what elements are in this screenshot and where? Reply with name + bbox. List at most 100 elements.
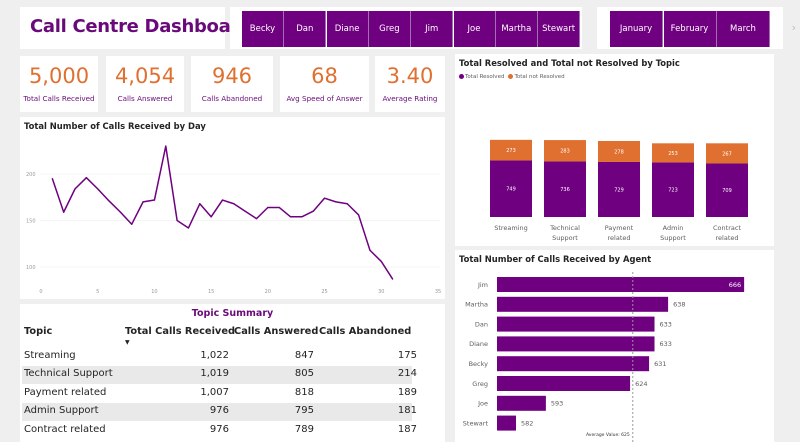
bar-not-resolved-technical-support[interactable] [544, 140, 586, 162]
data-point[interactable] [108, 200, 110, 202]
column-header-calls-answered[interactable]: Calls Answered [234, 326, 319, 337]
data-point[interactable] [142, 201, 144, 203]
bar-resolved-payment-related[interactable] [598, 161, 640, 217]
data-point[interactable] [278, 206, 280, 209]
data-point[interactable] [63, 211, 65, 213]
data-point[interactable] [131, 223, 133, 225]
data-point[interactable] [85, 177, 87, 179]
data-label: 267 [722, 151, 732, 157]
data-point[interactable] [289, 216, 292, 218]
bar-resolved-admin-support[interactable] [652, 162, 694, 217]
bar-greg[interactable] [497, 376, 631, 391]
category-label: related [608, 234, 631, 242]
data-point[interactable] [392, 278, 394, 280]
table-cell: 1,022 [200, 350, 229, 361]
agent-filter-diane[interactable]: Diane [326, 11, 369, 47]
bar-dan[interactable] [497, 316, 655, 332]
x-tick-label: 10 [151, 289, 157, 295]
legend-item-not-resolved[interactable]: Total not Resolved [508, 74, 565, 80]
data-label: 736 [560, 187, 570, 193]
agent-filter-joe[interactable]: Joe [453, 11, 496, 47]
data-point[interactable] [358, 214, 360, 216]
table-cell: 818 [294, 387, 314, 398]
data-point[interactable] [335, 201, 337, 203]
data-point[interactable] [255, 218, 258, 220]
table-row[interactable]: Streaming 1,022 847 175 [22, 348, 417, 366]
category-label: Support [552, 234, 578, 242]
kpi-label: Avg Speed of Answer [286, 94, 363, 103]
table-cell: 789 [294, 424, 314, 435]
bar-resolved-technical-support[interactable] [544, 161, 586, 217]
category-label: Martha [465, 301, 488, 309]
data-point[interactable] [267, 206, 269, 209]
data-point[interactable] [199, 203, 201, 205]
category-label: Stewart [463, 419, 489, 427]
legend-dot-icon [508, 74, 514, 79]
data-point[interactable] [380, 260, 382, 263]
data-label: 749 [506, 187, 516, 193]
x-tick-label: 0 [39, 289, 42, 295]
x-tick-label: 35 [435, 289, 441, 295]
agent-filter-martha[interactable]: Martha [495, 11, 538, 47]
data-point[interactable] [244, 210, 246, 212]
bar-not-resolved-contract-related[interactable] [706, 143, 748, 164]
agent-filter-jim[interactable]: Jim [411, 11, 454, 47]
data-point[interactable] [301, 216, 303, 218]
bar-resolved-contract-related[interactable] [706, 163, 748, 217]
data-point[interactable] [312, 210, 314, 212]
data-point[interactable] [153, 199, 156, 201]
bar-not-resolved-admin-support[interactable] [652, 143, 694, 163]
category-label: Jim [477, 281, 488, 289]
agent-filter-dan[interactable]: Dan [284, 11, 327, 47]
bar-becky[interactable] [497, 356, 650, 372]
month-filter-february[interactable]: February [663, 11, 717, 47]
legend-item-resolved[interactable]: Total Resolved [459, 74, 504, 80]
data-point[interactable] [74, 188, 76, 190]
column-header-calls-abandoned[interactable]: Calls Abandoned [319, 326, 412, 337]
bar-resolved-streaming[interactable] [490, 160, 532, 217]
kpi-value: 946 [211, 64, 253, 88]
table-cell: Admin Support [24, 405, 99, 416]
data-point[interactable] [346, 203, 348, 205]
data-point[interactable] [51, 178, 53, 180]
table-row[interactable]: Payment related 1,007 818 189 [22, 385, 417, 403]
table-cell: 847 [294, 350, 314, 361]
bar-not-resolved-payment-related[interactable] [598, 140, 640, 162]
kpi-card-average-rating: 3.40 Average Rating [375, 56, 445, 112]
data-point[interactable] [119, 211, 121, 213]
data-point[interactable] [97, 188, 99, 190]
data-point[interactable] [221, 199, 224, 201]
bar-joe[interactable] [497, 395, 546, 411]
column-header-topic[interactable]: Topic [24, 326, 53, 337]
table-cell: 214 [397, 368, 417, 379]
data-point[interactable] [233, 203, 235, 205]
chevron-right-icon[interactable]: › [791, 21, 796, 34]
column-header-total-calls[interactable]: Total Calls Received [125, 326, 235, 337]
month-filter-march[interactable]: March [717, 11, 770, 47]
chart-title: Total Resolved and Total not Resolved by… [459, 58, 680, 68]
bar-not-resolved-streaming[interactable] [490, 139, 532, 161]
table-row[interactable]: Admin Support 976 795 181 [22, 403, 417, 421]
data-point[interactable] [369, 249, 371, 251]
bar-stewart[interactable] [497, 415, 517, 431]
agent-filter-stewart[interactable]: Stewart [538, 11, 581, 47]
bar-jim[interactable] [497, 277, 745, 292]
kpi-label: Average Rating [382, 94, 438, 103]
chart-legend: Total Resolved Total not Resolved [459, 74, 565, 80]
agent-filter-becky[interactable]: Becky [242, 11, 284, 47]
bar-diane[interactable] [497, 336, 655, 352]
category-label: Dan [475, 320, 488, 328]
data-point[interactable] [323, 197, 326, 199]
bar-martha[interactable] [497, 296, 669, 312]
series-line[interactable] [51, 145, 394, 280]
data-point[interactable] [165, 145, 167, 147]
data-point[interactable] [210, 216, 212, 218]
agent-filter-greg[interactable]: Greg [368, 11, 411, 47]
data-point[interactable] [176, 219, 178, 222]
table-row[interactable]: Contract related 976 789 187 [22, 422, 417, 440]
month-filter-january[interactable]: January [610, 11, 663, 47]
kpi-value: 3.40 [386, 64, 434, 88]
y-tick-label: 200 [26, 172, 36, 178]
data-point[interactable] [187, 227, 190, 229]
table-row[interactable]: Technical Support 1,019 805 214 [22, 366, 417, 384]
